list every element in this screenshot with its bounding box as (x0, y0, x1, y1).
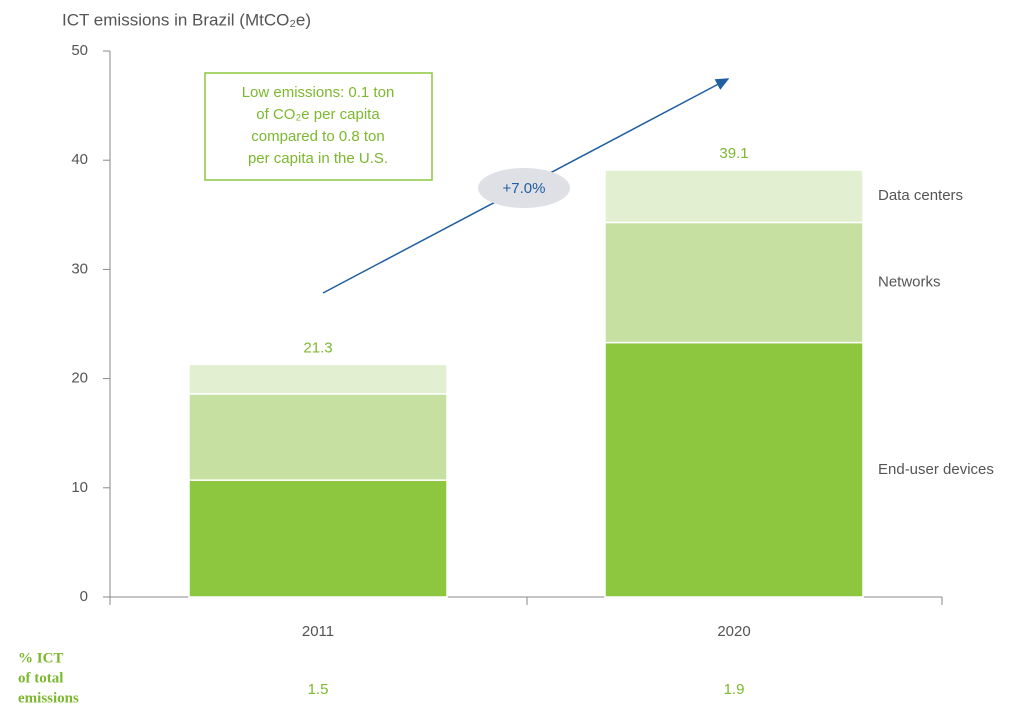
series-label: Data centers (878, 187, 963, 204)
share-value: 1.5 (308, 681, 329, 698)
annotation-box (204, 72, 433, 181)
bar-segment (604, 221, 864, 344)
y-tick-label: 50 (71, 42, 88, 59)
y-tick-label: 10 (71, 479, 88, 496)
bar-segment (604, 169, 864, 224)
growth-bubble (478, 168, 570, 208)
annotation-line: Low emissions: 0.1 ton (242, 84, 395, 101)
x-tick-label: 2011 (302, 623, 334, 640)
share-label: emissions (18, 690, 79, 706)
series-label: End-user devices (878, 461, 994, 478)
x-tick-label: 2020 (717, 623, 750, 640)
share-label: % ICT (18, 650, 63, 666)
total-label: 39.1 (719, 145, 748, 162)
y-tick-label: 0 (80, 588, 88, 605)
bar-segment (188, 479, 448, 598)
series-label: Networks (878, 273, 941, 290)
growth-label: +7.0% (503, 180, 546, 197)
bar-segment (604, 341, 864, 598)
y-tick-label: 30 (71, 260, 88, 277)
annotation-line: per capita in the U.S. (248, 150, 388, 167)
share-value: 1.9 (724, 681, 745, 698)
share-label: of total (18, 670, 63, 686)
bar-segment (188, 363, 448, 395)
y-tick-label: 40 (71, 151, 88, 168)
chart-title: ICT emissions in Brazil (MtCO₂e) (62, 10, 311, 29)
bar-segment (188, 393, 448, 481)
annotation-line: compared to 0.8 ton (251, 128, 384, 145)
total-label: 21.3 (303, 339, 332, 356)
y-tick-label: 20 (71, 370, 88, 387)
annotation-line: of CO₂e per capita (256, 106, 380, 123)
